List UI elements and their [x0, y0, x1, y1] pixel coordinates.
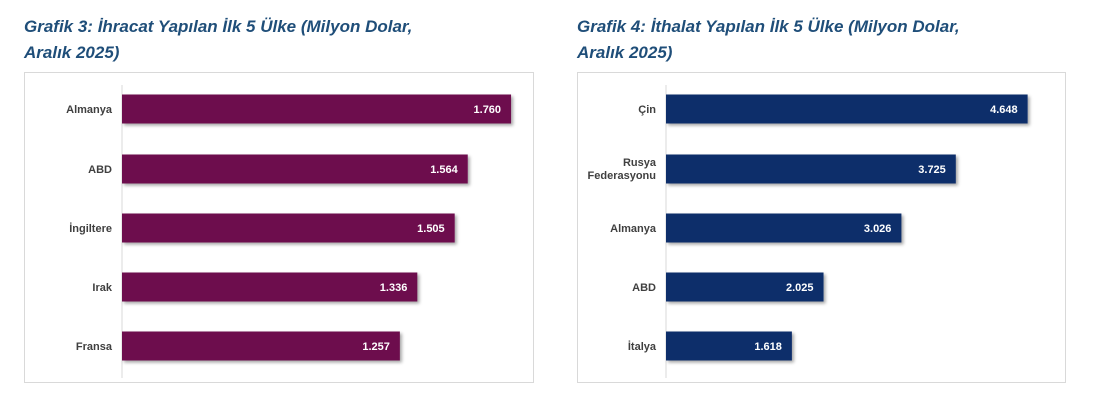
export-chart-frame: Almanya 1.760 ABD 1.564 İngiltere 1.505 Irak 1.…	[24, 72, 534, 383]
export-bar-3	[122, 272, 418, 302]
import-category-label-1: Rusya Federasyonu	[588, 157, 657, 182]
import-chart-title-line1: Grafik 4: İthalat Yapılan İlk 5 Ülke (Mi…	[577, 17, 960, 36]
export-value-label-3: 1.336	[380, 282, 408, 294]
import-value-label-4: 1.618	[754, 341, 782, 353]
import-value-label-3: 2.025	[786, 282, 814, 294]
import-bar-chart: Çin 4.648 Rusya Federasyonu 3.725 Almanya 3.02…	[588, 85, 1028, 378]
import-bar-1	[666, 154, 956, 184]
export-bar-chart: Almanya 1.760 ABD 1.564 İngiltere 1.505 Irak 1.…	[66, 85, 512, 378]
export-chart-panel: Grafik 3: İhracat Yapılan İlk 5 Ülke (Mi…	[24, 0, 544, 383]
export-category-label-4: Fransa	[76, 341, 113, 353]
import-chart-frame: Çin 4.648 Rusya Federasyonu 3.725 Almanya 3.02…	[577, 72, 1066, 383]
import-category-label-4: İtalya	[628, 340, 657, 353]
export-chart-title: Grafik 3: İhracat Yapılan İlk 5 Ülke (Mi…	[24, 14, 544, 66]
export-category-label-1: ABD	[88, 164, 112, 176]
import-value-label-1: 3.725	[918, 164, 946, 176]
export-bar-2	[122, 213, 455, 243]
export-category-label-0: Almanya	[66, 104, 113, 116]
export-value-label-4: 1.257	[362, 341, 390, 353]
export-bar-4	[122, 331, 400, 361]
import-category-label-0: Çin	[638, 104, 656, 116]
import-value-label-0: 4.648	[990, 104, 1018, 116]
export-value-label-0: 1.760	[474, 104, 502, 116]
import-chart-title-line2: Aralık 2025)	[577, 43, 673, 62]
import-bar-4	[666, 331, 792, 361]
import-category-label-3: ABD	[632, 282, 656, 294]
import-bar-3	[666, 272, 824, 302]
import-chart-panel: Grafik 4: İthalat Yapılan İlk 5 Ülke (Mi…	[577, 0, 1097, 383]
import-category-label-2: Almanya	[610, 223, 657, 235]
export-bar-0	[122, 94, 512, 124]
export-value-label-1: 1.564	[430, 164, 458, 176]
export-bar-1	[122, 154, 468, 184]
export-chart-title-line2: Aralık 2025)	[24, 43, 120, 62]
import-value-label-2: 3.026	[864, 223, 892, 235]
export-chart-title-line1: Grafik 3: İhracat Yapılan İlk 5 Ülke (Mi…	[24, 17, 413, 36]
import-chart-title: Grafik 4: İthalat Yapılan İlk 5 Ülke (Mi…	[577, 14, 1097, 66]
export-category-label-2: İngiltere	[69, 222, 112, 235]
import-bar-2	[666, 213, 902, 243]
export-category-label-3: Irak	[92, 282, 112, 294]
import-bar-0	[666, 94, 1028, 124]
export-value-label-2: 1.505	[417, 223, 445, 235]
